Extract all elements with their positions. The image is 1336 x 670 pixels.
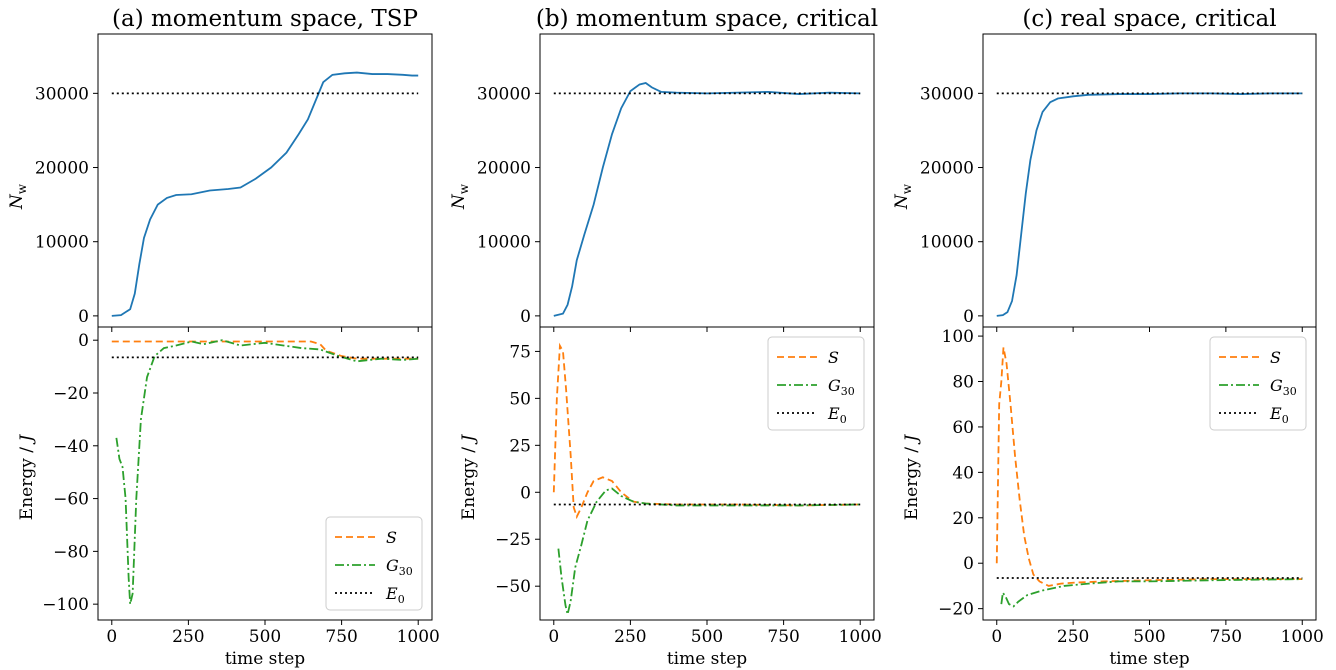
y-axis-label: Energy / J: [459, 434, 479, 521]
y-tick-label: 100: [942, 327, 974, 347]
y-tick-label: −50: [495, 577, 531, 597]
series-line-walkers: [554, 83, 860, 316]
y-tick-label: 75: [509, 342, 531, 362]
y-tick-label: 25: [509, 436, 531, 456]
y-axis-label: Energy / J: [902, 434, 922, 521]
top-axes: 0 10000 20000 30000 Nw: [892, 34, 1316, 332]
y-tick-label: 0: [963, 307, 974, 327]
y-tick-label: 80: [952, 373, 974, 393]
series-line-walkers: [112, 73, 418, 316]
x-axis-label: time step: [667, 649, 747, 669]
x-tick-label: 0: [106, 627, 117, 647]
y-tick-label: 20000: [920, 159, 974, 179]
legend-box: [768, 337, 864, 430]
y-tick-label: 0: [78, 331, 89, 351]
y-tick-label: 30000: [920, 84, 974, 104]
x-tick-label: 500: [1133, 627, 1165, 647]
y-tick-label: −40: [53, 437, 89, 457]
x-axis-label: time step: [1109, 649, 1189, 669]
chart-title: (c) real space, critical: [1022, 6, 1276, 32]
y-axis-label: Nw: [892, 183, 914, 210]
x-tick-label: 1000: [839, 627, 882, 647]
y-tick-label: 50: [509, 389, 531, 409]
y-tick-label: −25: [495, 530, 531, 550]
top-axes: 0 10000 20000 30000 Nw: [449, 34, 874, 332]
chart-title: (a) momentum space, TSP: [112, 6, 418, 32]
chart-panel-3: (c) real space, critical0100002000030000…: [892, 6, 1324, 669]
series-line-G30: [558, 489, 860, 615]
y-tick-label: 60: [952, 418, 974, 438]
x-tick-label: 0: [548, 627, 559, 647]
y-axis-label: Nw: [449, 183, 471, 210]
x-tick-label: 750: [1210, 627, 1242, 647]
legend-box: [326, 517, 422, 610]
legend-label-S: S: [828, 348, 839, 367]
y-tick-label: −100: [42, 595, 89, 615]
legend-label-S: S: [386, 528, 397, 547]
axes-frame: [540, 34, 874, 327]
chart-panel-1: (a) momentum space, TSP0100002000030000N…: [7, 6, 440, 669]
x-tick-label: 0: [991, 627, 1002, 647]
y-tick-label: 10000: [35, 233, 89, 253]
x-tick-label: 1000: [397, 627, 440, 647]
top-axes: 0 10000 20000 30000 Nw: [7, 34, 432, 332]
legend-box: [1210, 337, 1306, 430]
x-tick-label: 500: [691, 627, 723, 647]
x-tick-label: 750: [325, 627, 357, 647]
y-tick-label: −80: [53, 542, 89, 562]
legend-label-S: S: [1270, 348, 1281, 367]
y-tick-label: 0: [520, 307, 531, 327]
y-tick-label: −20: [53, 384, 89, 404]
y-tick-label: 20000: [477, 159, 531, 179]
x-tick-label: 250: [172, 627, 204, 647]
series-line-walkers: [997, 93, 1303, 316]
y-tick-label: 20: [952, 509, 974, 529]
chart-panel-2: (b) momentum space, critical010000200003…: [449, 6, 882, 669]
x-tick-label: 750: [767, 627, 799, 647]
y-tick-label: 0: [520, 483, 531, 503]
bottom-axes: −100 −80 −60 −40 −20 0 0 250 500 750 1000 Energy / …: [17, 327, 440, 647]
y-tick-label: 20000: [35, 159, 89, 179]
series-line-S: [112, 342, 418, 359]
y-tick-label: 0: [78, 307, 89, 327]
x-tick-label: 250: [614, 627, 646, 647]
x-tick-label: 500: [249, 627, 281, 647]
y-tick-label: 40: [952, 463, 974, 483]
y-axis-label: Nw: [7, 183, 29, 210]
y-tick-label: 30000: [35, 84, 89, 104]
x-tick-label: 1000: [1281, 627, 1324, 647]
x-tick-label: 250: [1057, 627, 1089, 647]
y-tick-label: 10000: [477, 233, 531, 253]
y-tick-label: −20: [938, 600, 974, 620]
axes-frame: [983, 34, 1316, 327]
y-tick-label: 0: [963, 554, 974, 574]
y-tick-label: 10000: [920, 233, 974, 253]
y-tick-label: −60: [53, 490, 89, 510]
chart-title: (b) momentum space, critical: [536, 6, 878, 32]
x-axis-label: time step: [225, 649, 305, 669]
series-line-G30: [1001, 579, 1302, 606]
axes-frame: [98, 34, 432, 327]
y-tick-label: 30000: [477, 84, 531, 104]
y-axis-label: Energy / J: [17, 434, 37, 521]
